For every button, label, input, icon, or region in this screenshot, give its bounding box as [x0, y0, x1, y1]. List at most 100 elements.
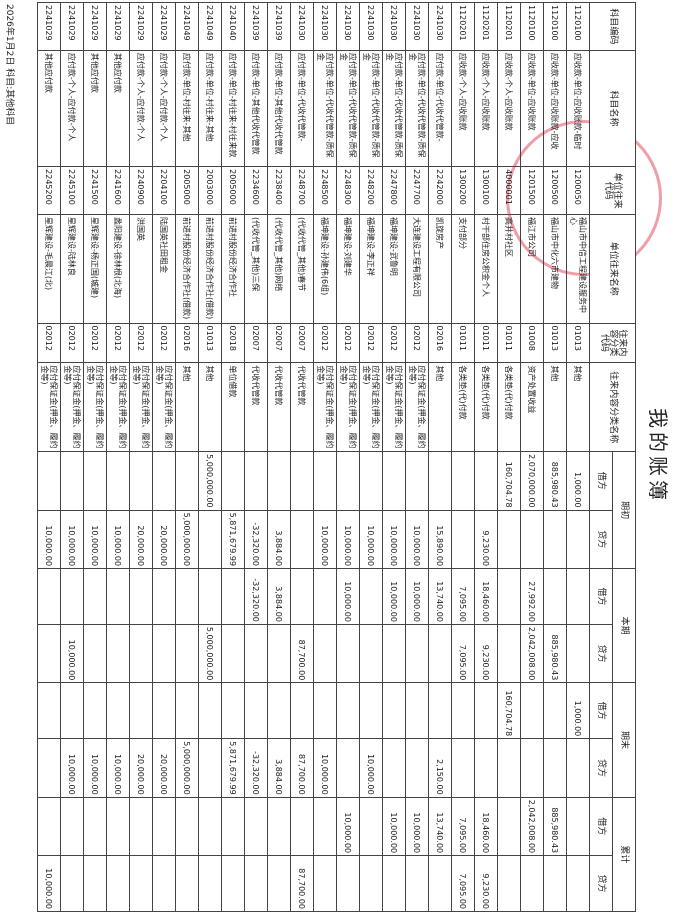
- column-subheader: 贷方: [589, 624, 613, 683]
- amount-cell: 15,890.00: [428, 510, 452, 569]
- ledger-row: 1120100 应收款-单位-应收账款-临时 1200050 福山市中信工程建设服务中…: [566, 2, 590, 912]
- amount-cell: 13,740.00: [428, 568, 452, 625]
- amount-cell: [566, 510, 590, 569]
- amount-cell: [451, 738, 475, 798]
- amount-cell: [428, 855, 452, 912]
- amount-cell: 1,000.00: [566, 451, 590, 511]
- text-cell: 2204100: [152, 166, 176, 215]
- text-cell: 应付款-单位-代收代管款-质保金: [359, 50, 383, 167]
- text-cell: 1200500: [543, 166, 567, 215]
- text-cell: 1120201: [451, 2, 475, 51]
- text-cell: 代收代管款: [244, 362, 268, 452]
- ledger-row: 2241030 应付款-单位-代收代管款-质保金 2247700 大连建设工程有限公司…: [405, 2, 429, 912]
- amount-cell: 10,000.00: [60, 510, 84, 569]
- text-cell: 01013: [198, 323, 222, 363]
- amount-cell: [129, 624, 153, 683]
- amount-cell: [152, 451, 176, 511]
- amount-cell: 5,871,679.99: [221, 738, 245, 798]
- text-cell: 2241029: [152, 2, 176, 51]
- amount-cell: [221, 568, 245, 625]
- amount-cell: [428, 451, 452, 511]
- amount-cell: [129, 682, 153, 739]
- amount-cell: [520, 682, 544, 739]
- amount-cell: [267, 855, 291, 912]
- amount-cell: [451, 682, 475, 739]
- amount-cell: 18,460.00: [474, 797, 498, 856]
- column-header: 期末: [612, 682, 636, 798]
- amount-cell: 9,230.00: [474, 855, 498, 912]
- amount-cell: 5,000,000.00: [175, 738, 199, 798]
- column-subheader: 借方: [589, 568, 613, 625]
- amount-cell: [198, 738, 222, 798]
- text-cell: 02012: [60, 323, 84, 363]
- amount-cell: [474, 451, 498, 511]
- text-cell: 2240900: [129, 166, 153, 215]
- column-subheader: 贷方: [589, 738, 613, 798]
- amount-cell: 2,150.00: [428, 738, 452, 798]
- amount-cell: 10,000.00: [313, 510, 337, 569]
- text-cell: 应付款-单位-村往来-其他: [198, 50, 222, 167]
- amount-cell: [83, 624, 107, 683]
- amount-cell: [405, 624, 429, 683]
- amount-cell: 3,884.00: [267, 568, 291, 625]
- text-cell: 01013: [566, 323, 590, 363]
- text-cell: 02007: [244, 323, 268, 363]
- text-cell: 其他应付款: [83, 50, 107, 167]
- amount-cell: [474, 682, 498, 739]
- text-cell: 02012: [106, 323, 130, 363]
- amount-cell: [221, 624, 245, 683]
- amount-cell: [428, 624, 452, 683]
- amount-cell: [336, 624, 360, 683]
- text-cell: 其他: [175, 362, 199, 452]
- amount-cell: [382, 738, 406, 798]
- amount-cell: [336, 682, 360, 739]
- text-cell: 2241029: [37, 2, 61, 51]
- amount-cell: 5,000,000.00: [198, 624, 222, 683]
- amount-cell: [290, 451, 314, 511]
- text-cell: 其他: [198, 362, 222, 452]
- amount-cell: [566, 738, 590, 798]
- amount-cell: [405, 738, 429, 798]
- amount-cell: [37, 797, 61, 856]
- text-cell: 应付款-单位-代收代管款-质保金: [405, 50, 429, 167]
- text-cell: (代收代管_其他)春节: [290, 214, 314, 323]
- amount-cell: [428, 682, 452, 739]
- amount-cell: 20,000.00: [152, 510, 176, 569]
- text-cell: 2241040: [221, 2, 245, 51]
- amount-cell: [37, 568, 61, 625]
- amount-cell: [267, 451, 291, 511]
- amount-cell: [313, 568, 337, 625]
- text-cell: 1120100: [520, 2, 544, 51]
- text-cell: 代收代管款: [267, 362, 291, 452]
- text-cell: 应付保证金(押金、履约金等): [60, 362, 84, 452]
- amount-cell: [543, 510, 567, 569]
- amount-cell: [129, 568, 153, 625]
- text-cell: 应收款-个人-应收账款: [474, 50, 498, 167]
- ledger-row: 2241029 应付款-个人-应付款-个人 2240900 洪国英 02012 应付保证金…: [129, 2, 153, 912]
- text-cell: 应付保证金(押金、履约金等): [83, 362, 107, 452]
- column-header: 单位往来名称: [589, 214, 636, 323]
- text-cell: 02012: [359, 323, 383, 363]
- text-cell: 2241049: [198, 2, 222, 51]
- amount-cell: [382, 682, 406, 739]
- amount-cell: [543, 682, 567, 739]
- amount-cell: [405, 682, 429, 739]
- ledger-row: 2241029 应付款-个人-应付款-个人 2204100 陆国英社田租金 02012 应…: [152, 2, 176, 912]
- column-subheader: 借方: [589, 451, 613, 511]
- amount-cell: [290, 568, 314, 625]
- amount-cell: [83, 568, 107, 625]
- text-cell: 2248700: [290, 166, 314, 215]
- amount-cell: 87,700.00: [290, 855, 314, 912]
- column-header: 单位往来代码: [589, 166, 636, 215]
- column-header: 累计: [612, 797, 636, 912]
- amount-cell: [497, 738, 521, 798]
- text-cell: 蠡阳建设-徐林根(北海): [106, 214, 130, 323]
- text-cell: 01011: [497, 323, 521, 363]
- text-cell: 福坤建设-刘建华: [336, 214, 360, 323]
- ledger-row: 2241030 应付款-单位-代收代管款- 2248700 (代收代管_其他)春节 02…: [290, 2, 314, 912]
- text-cell: 应付保证金(押金、履约金等): [37, 362, 61, 452]
- ledger-row: 2241030 应付款-单位-代收代管款- 2242000 凯旋房产 02016 其他 15…: [428, 2, 452, 912]
- amount-cell: [267, 624, 291, 683]
- text-cell: 2241029: [60, 2, 84, 51]
- text-cell: 02018: [221, 323, 245, 363]
